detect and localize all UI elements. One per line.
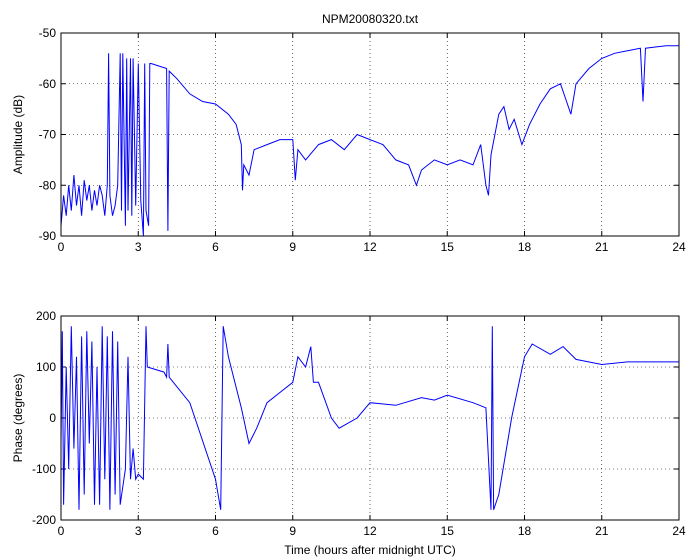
x-tick-label: 0 bbox=[58, 524, 65, 538]
x-tick-label: 12 bbox=[363, 240, 377, 254]
x-tick-label: 9 bbox=[289, 240, 296, 254]
chart-title: NPM20080320.txt bbox=[322, 12, 419, 26]
y-tick-label: 200 bbox=[36, 309, 56, 323]
x-tick-label: 0 bbox=[58, 240, 65, 254]
y-tick-label: 0 bbox=[49, 411, 56, 425]
data-line bbox=[60, 45, 679, 237]
y-tick-label: -50 bbox=[39, 26, 57, 40]
x-axis-label: Time (hours after midnight UTC) bbox=[284, 543, 456, 557]
y-tick-label: -200 bbox=[32, 513, 56, 527]
x-tick-label: 9 bbox=[289, 524, 296, 538]
y-tick-label: 100 bbox=[36, 360, 56, 374]
x-tick-label: 15 bbox=[441, 524, 455, 538]
axes-box bbox=[60, 315, 680, 521]
x-tick-label: 21 bbox=[595, 240, 609, 254]
x-tick-label: 24 bbox=[672, 524, 686, 538]
y-axis-label: Amplitude (dB) bbox=[11, 95, 25, 174]
data-line bbox=[60, 326, 679, 510]
y-tick-label: -80 bbox=[39, 178, 57, 192]
x-tick-label: 3 bbox=[135, 240, 142, 254]
y-axis-label: Phase (degrees) bbox=[11, 374, 25, 463]
y-tick-label: -60 bbox=[39, 77, 57, 91]
x-tick-label: 6 bbox=[212, 240, 219, 254]
x-tick-label: 18 bbox=[518, 240, 532, 254]
x-tick-label: 21 bbox=[595, 524, 609, 538]
x-tick-label: 3 bbox=[135, 524, 142, 538]
x-tick-label: 12 bbox=[363, 524, 377, 538]
y-tick-label: -70 bbox=[39, 128, 57, 142]
x-tick-label: 18 bbox=[518, 524, 532, 538]
x-tick-label: 15 bbox=[441, 240, 455, 254]
x-tick-label: 6 bbox=[212, 524, 219, 538]
axes-box bbox=[60, 32, 680, 237]
y-tick-label: -100 bbox=[32, 462, 56, 476]
x-tick-label: 24 bbox=[672, 240, 686, 254]
y-tick-label: -90 bbox=[39, 229, 57, 243]
